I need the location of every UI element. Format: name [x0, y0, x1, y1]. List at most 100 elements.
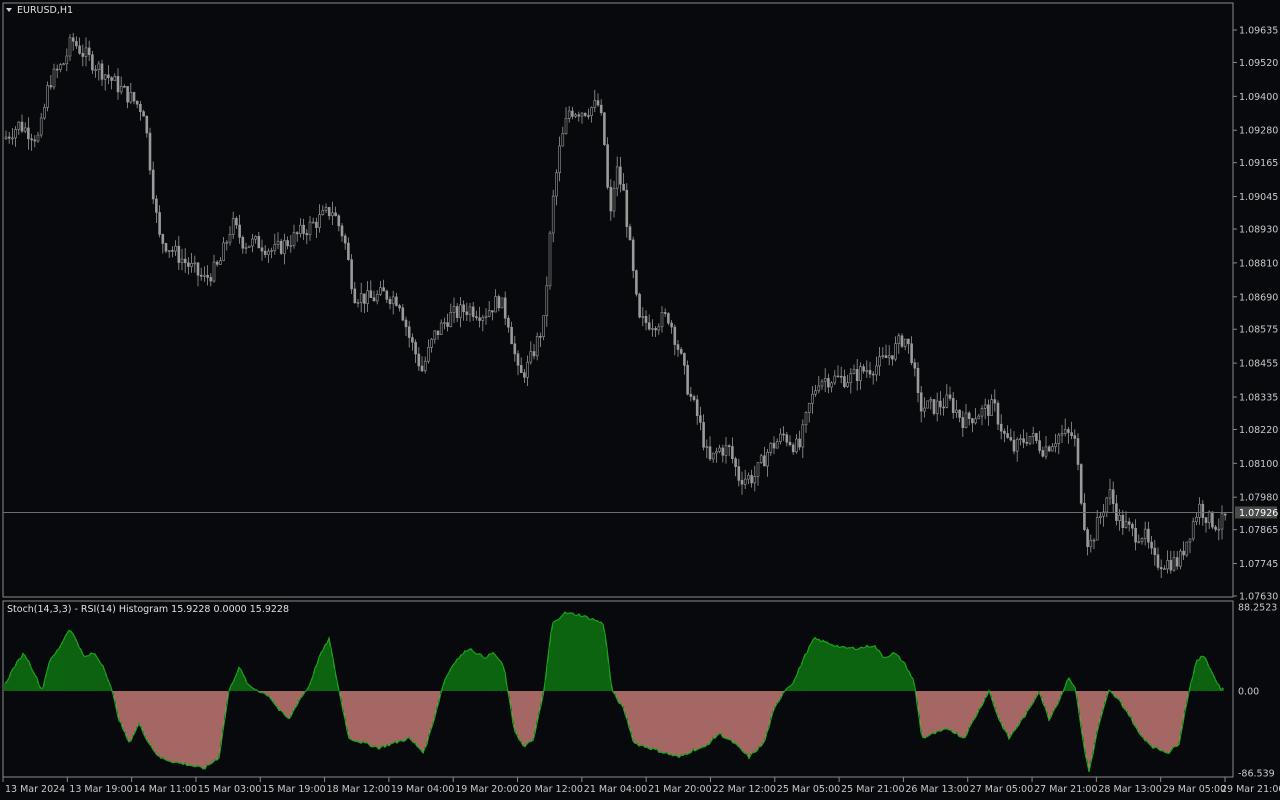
candle: [631, 236, 635, 279]
candle: [580, 112, 584, 124]
candle: [369, 280, 373, 299]
time-axis-label: 21 Mar 20:00: [648, 784, 711, 795]
candle: [1134, 519, 1137, 551]
candle: [388, 296, 392, 310]
candle: [113, 73, 117, 81]
candle: [1204, 516, 1208, 533]
price-axis-label: 1.09400: [1239, 92, 1278, 103]
candle: [1214, 525, 1217, 532]
candle: [46, 81, 49, 112]
candle: [567, 106, 571, 123]
candle: [292, 224, 296, 249]
candle: [676, 340, 680, 357]
candle: [39, 113, 43, 138]
histogram-outline: [4, 611, 1224, 772]
candle: [1028, 435, 1032, 446]
candle: [955, 400, 958, 418]
indicator-axis-label: -86.539: [1238, 769, 1275, 780]
candle: [231, 211, 235, 239]
candle: [529, 341, 533, 365]
candle: [1159, 559, 1163, 578]
candle: [884, 344, 888, 359]
candle: [356, 299, 360, 308]
candle: [967, 411, 971, 426]
price-axis: 1.09635 1.09520 1.09400 1.09280 1.09165 1.090…: [1233, 26, 1278, 603]
candle: [727, 444, 731, 457]
symbol-title: EURUSD,H1: [17, 5, 73, 16]
candle: [903, 338, 907, 351]
time-axis-label: 20 Mar 12:00: [520, 784, 583, 795]
candle: [347, 237, 350, 261]
candle: [436, 330, 440, 340]
candle: [404, 316, 408, 336]
candle: [308, 216, 312, 241]
candle: [1217, 518, 1221, 541]
candle: [788, 435, 792, 447]
candle: [791, 442, 795, 455]
candle: [62, 62, 65, 66]
candle: [1038, 431, 1041, 454]
candle: [836, 365, 840, 378]
candle: [705, 439, 709, 459]
candle: [1089, 534, 1093, 553]
candle: [1015, 437, 1019, 462]
candle: [17, 121, 21, 135]
candle: [158, 205, 161, 238]
candle: [71, 32, 75, 51]
candle: [833, 370, 837, 385]
candle: [1006, 425, 1009, 439]
candle: [1166, 550, 1169, 574]
candle: [596, 93, 600, 107]
price-axis-label: 1.09635: [1239, 26, 1278, 37]
candle: [606, 137, 609, 190]
triangle-down-icon[interactable]: [6, 8, 12, 12]
candle: [1195, 512, 1198, 526]
candle: [311, 217, 315, 224]
candle: [1140, 537, 1144, 545]
candle: [823, 368, 827, 393]
candle: [81, 44, 85, 67]
price-axis-label: 1.08455: [1239, 359, 1278, 370]
candle: [318, 204, 321, 233]
candle: [628, 223, 632, 241]
candle: [433, 330, 437, 344]
candle: [846, 374, 849, 388]
candle: [196, 262, 200, 287]
candle: [1127, 517, 1131, 532]
candle: [334, 206, 337, 217]
symbol-menu[interactable]: EURUSD,H1: [6, 5, 73, 16]
candle: [372, 290, 376, 302]
candle: [609, 179, 613, 221]
candle: [206, 265, 209, 286]
candle: [539, 332, 542, 347]
candle: [513, 335, 517, 362]
candle: [1031, 426, 1035, 445]
price-axis-label: 1.08690: [1239, 292, 1278, 303]
candle: [49, 75, 53, 90]
candle: [1051, 443, 1054, 452]
candle: [1150, 536, 1153, 555]
candle: [926, 400, 929, 409]
candle: [110, 76, 113, 90]
candle: [1169, 550, 1173, 574]
indicator-axis-label: 88.2523: [1238, 603, 1277, 614]
candle: [721, 444, 725, 463]
candle: [1179, 548, 1182, 570]
candle: [983, 398, 987, 420]
candle: [7, 132, 11, 144]
candle: [407, 320, 411, 348]
candle: [491, 310, 494, 321]
candle: [1044, 436, 1048, 460]
candle: [772, 436, 776, 455]
time-axis-label: 28 Mar 13:00: [1098, 784, 1161, 795]
candle: [14, 126, 17, 147]
candle: [263, 245, 267, 258]
candle: [951, 391, 955, 419]
candle: [827, 373, 830, 394]
candle: [910, 336, 913, 366]
candle: [299, 218, 302, 238]
candle: [462, 300, 465, 321]
candle: [103, 73, 107, 91]
candle: [327, 206, 331, 220]
